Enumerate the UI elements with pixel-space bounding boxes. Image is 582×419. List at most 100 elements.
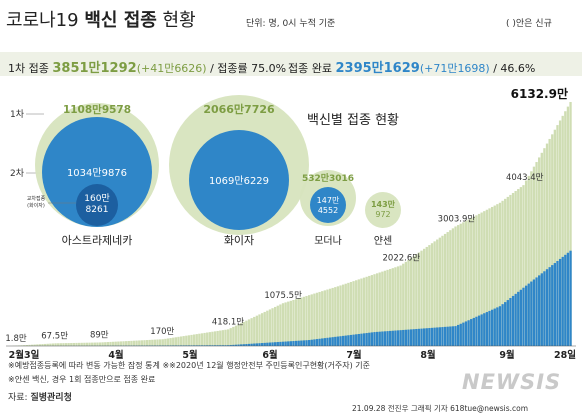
value-label: 4043.4만 — [506, 173, 544, 183]
x-tick-label: 4월 — [108, 349, 123, 361]
completed-bar — [211, 345, 214, 346]
completed-bar — [271, 342, 274, 346]
first-dose-bar — [28, 344, 31, 346]
first-dose-bar — [153, 339, 157, 346]
first-dose-bar — [475, 215, 478, 346]
first-dose-bar — [438, 237, 442, 346]
value-line: 8261 — [86, 205, 109, 215]
completed-bar — [530, 281, 533, 346]
bubble-pfizer: 2066만7726 1069만6229 화이자 — [169, 95, 309, 247]
first-dose-bar — [268, 309, 272, 346]
value-label: 2022.6만 — [383, 254, 421, 264]
first-dose-bar — [289, 300, 293, 346]
completed-bar — [386, 331, 389, 346]
completed-bar — [553, 263, 557, 346]
completed-bar — [527, 283, 530, 346]
first-dose-bar — [224, 329, 227, 346]
bar-layer — [10, 102, 572, 346]
first-dose-bar — [281, 303, 285, 346]
completed-bar — [396, 330, 400, 346]
first-dose-bar — [130, 340, 133, 346]
first-dose-bar — [386, 269, 389, 346]
summary-first: 1차 접종 3851만1292(+41만6626) / 접종률 75.0% — [8, 57, 286, 76]
completed-bar — [200, 345, 204, 346]
completed-bar — [260, 343, 264, 346]
bubble-az-second — [42, 117, 152, 227]
completed-bar — [558, 258, 562, 346]
first-dose-bar — [25, 345, 28, 346]
first-dose-bar — [119, 341, 123, 346]
summary-bar — [0, 52, 582, 76]
first-dose-bar — [292, 299, 295, 346]
first-dose-bar — [135, 340, 138, 346]
title-suffix: 현황 — [156, 10, 196, 31]
first-dose-bar — [383, 270, 387, 346]
first-dose-bar — [200, 333, 204, 346]
first-dose-bar — [240, 323, 243, 346]
first-dose-bar — [208, 332, 211, 346]
first-dose-bar — [38, 344, 42, 346]
janssen-name: 얀센 — [374, 234, 392, 247]
completed-bar — [517, 291, 520, 346]
first-dose-bar — [328, 288, 332, 346]
first-dose-bar — [336, 286, 340, 346]
completed-bar — [198, 345, 201, 346]
completed-bar — [195, 345, 198, 346]
first-dose-bar — [519, 187, 523, 346]
completed-bar — [253, 343, 256, 346]
first-dose-bar — [111, 341, 115, 346]
completed-bar — [339, 336, 342, 346]
cross-label-2: (화이자) — [27, 202, 45, 209]
first-dose-bar — [483, 211, 486, 346]
first-dose-bar — [158, 339, 162, 346]
first-dose-bar — [459, 223, 462, 346]
first-dose-bar — [211, 331, 214, 346]
first-dose-bar — [219, 330, 222, 346]
completed-bar — [237, 344, 240, 346]
first-dose-bar — [467, 219, 470, 346]
value-label: 1.8만 — [5, 334, 27, 344]
completed-bar — [412, 329, 415, 346]
first-dose-bar — [470, 218, 473, 346]
first-dose-bar — [394, 267, 397, 346]
first-dose-bar — [522, 185, 525, 346]
completed-bar — [368, 332, 371, 346]
first-dose-bar — [75, 342, 78, 346]
first-dose-bar — [98, 342, 102, 346]
first-dose-bar — [352, 281, 355, 346]
completed-bar — [305, 340, 308, 346]
first-dose-bar — [472, 216, 475, 346]
first-dose-bar — [381, 271, 384, 346]
completed-bar — [449, 326, 452, 346]
value-line: 4552 — [318, 206, 338, 215]
first-dose-bar — [49, 343, 52, 346]
completed-bar — [310, 339, 313, 346]
completed-bar — [206, 345, 209, 346]
first-dose-bar — [117, 341, 120, 346]
completed-bar — [355, 334, 358, 346]
first-dose-bar — [77, 342, 81, 346]
first-dose-bar — [297, 298, 300, 346]
completed-bar — [391, 330, 394, 346]
first-dose-bar — [365, 276, 368, 346]
first-dose-bar — [462, 222, 465, 346]
first-dose-bar — [527, 175, 530, 346]
completed-bar — [208, 345, 211, 346]
completed-bar — [423, 328, 426, 346]
first-dose-bar — [524, 180, 528, 346]
completed-bar — [232, 344, 235, 346]
first-dose-bar — [192, 334, 196, 346]
completed-bar — [318, 338, 321, 346]
value-label: 1075.5만 — [264, 291, 302, 301]
first-dose-bar — [490, 206, 494, 346]
completed-bar — [561, 256, 564, 346]
completed-bar — [467, 320, 470, 346]
completed-bar — [347, 335, 350, 346]
first-dose-bar — [321, 291, 324, 346]
first-dose-bar — [307, 295, 311, 346]
first-dose-bar — [540, 152, 543, 346]
completed-bar — [190, 345, 193, 346]
first-dose-bar — [93, 342, 96, 346]
completed-bar — [522, 287, 525, 346]
first-dose-bar — [501, 200, 504, 346]
